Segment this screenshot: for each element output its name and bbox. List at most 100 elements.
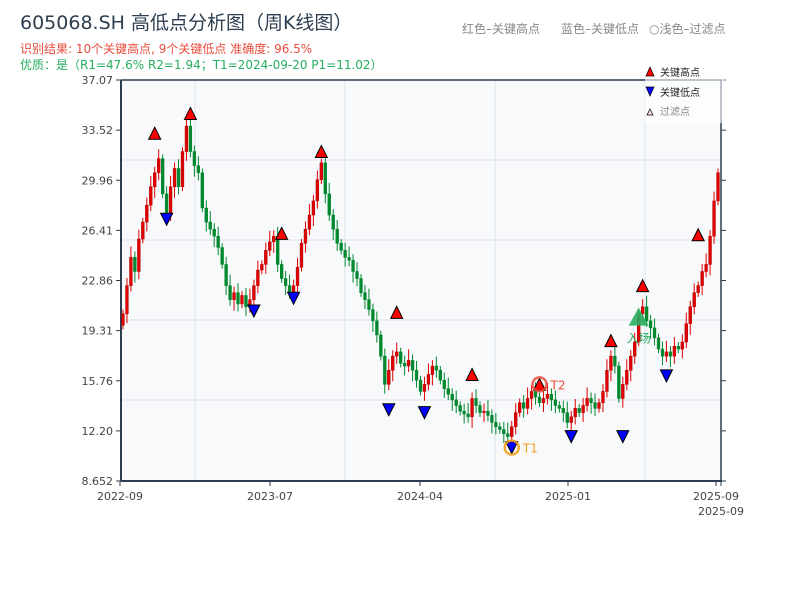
candle-up: [307, 214, 312, 230]
candle-down: [565, 412, 569, 423]
x-tick-label: 2024-04: [397, 490, 443, 503]
candle-down: [474, 398, 478, 406]
candle-up: [141, 221, 145, 240]
candle-down: [220, 247, 224, 265]
candle-down: [442, 379, 446, 389]
key-low-marker: [247, 304, 261, 319]
key-low-marker: [659, 369, 674, 384]
candle-up: [601, 391, 605, 403]
legend-text-light: ○浅色–过滤点: [649, 22, 726, 36]
candle-down: [192, 151, 197, 166]
candle-down: [280, 264, 284, 279]
candle-up: [573, 408, 577, 418]
key-high-marker: [183, 106, 198, 120]
candle-down: [196, 165, 201, 173]
candle-down: [383, 355, 387, 385]
candle-down: [339, 243, 343, 251]
candle-down: [244, 295, 248, 308]
candle-up: [264, 250, 268, 265]
key-low-marker: [286, 291, 301, 306]
candle-up: [256, 269, 260, 286]
candle-up: [184, 125, 189, 152]
entry-marker: [628, 307, 649, 326]
candle-down: [414, 370, 419, 381]
candle-up: [319, 162, 323, 181]
legend-label: 过滤点: [660, 105, 690, 118]
candle-up: [585, 398, 589, 406]
candle-down: [276, 235, 280, 265]
candle-down: [418, 379, 423, 392]
x-tick-label: 2025-09: [698, 505, 744, 518]
candle-down: [164, 193, 169, 216]
key-high-marker: [635, 278, 650, 293]
candle-down: [537, 396, 542, 403]
candle-down: [399, 351, 403, 364]
candle-down: [652, 327, 657, 339]
entry-label: 入场: [627, 332, 651, 346]
key-low-marker: [159, 212, 174, 227]
candle-down: [533, 391, 538, 398]
candle-down: [557, 405, 561, 409]
candle-down: [668, 351, 673, 357]
candle-up: [395, 351, 399, 357]
candle-up: [684, 323, 688, 343]
candle-down: [335, 228, 339, 244]
candle-down: [176, 168, 181, 188]
candle-up: [545, 393, 550, 399]
candle-down: [367, 299, 371, 310]
candle-down: [446, 388, 450, 395]
candle-up: [153, 172, 157, 188]
candle-down: [486, 410, 490, 416]
candle-down: [347, 257, 351, 261]
legend-label: 关键低点: [660, 86, 700, 99]
legend-text-red: 红色–关键高点: [462, 22, 541, 36]
candle-up: [525, 398, 530, 409]
candle-down: [478, 405, 482, 413]
key-low-marker: [564, 430, 579, 444]
candle-up: [680, 341, 684, 350]
candle-up: [268, 241, 272, 251]
candle-down: [200, 172, 204, 209]
candle-up: [121, 313, 125, 326]
candle-down: [593, 402, 597, 409]
candles: [121, 115, 720, 448]
key-high-marker: [274, 226, 289, 240]
candle-down: [617, 365, 621, 399]
candle-up: [605, 370, 609, 392]
candle-down: [379, 334, 383, 357]
candle-down: [521, 402, 526, 409]
candle-up: [391, 355, 395, 371]
candle-up: [260, 264, 264, 271]
candle-up: [240, 295, 244, 305]
candle-down: [359, 278, 363, 293]
candle-up: [569, 416, 573, 423]
candle-down: [462, 410, 466, 415]
legend-filtered-icon: [646, 108, 654, 116]
candle-up: [426, 374, 431, 385]
candle-up: [422, 384, 427, 392]
candle-up: [672, 346, 677, 357]
candle-up: [430, 365, 435, 375]
candle-down: [656, 337, 661, 350]
candle-up: [716, 172, 720, 202]
candle-down: [648, 320, 653, 329]
candle-down: [502, 429, 506, 435]
candle-down: [561, 408, 565, 413]
t1-circle: [503, 439, 520, 456]
candle-down: [660, 348, 665, 357]
candle-down: [549, 393, 554, 401]
candle-up: [129, 257, 133, 286]
candle-down: [351, 259, 355, 272]
candle-up: [640, 306, 645, 315]
candle-up: [633, 341, 637, 357]
candle-up: [696, 285, 700, 293]
key-high-marker: [465, 367, 479, 381]
candle-up: [692, 292, 696, 308]
candle-up: [303, 228, 308, 244]
y-tick-label: 37.07: [82, 74, 114, 87]
key-high-marker: [691, 227, 705, 242]
candle-up: [291, 285, 296, 293]
candle-down: [676, 346, 680, 350]
